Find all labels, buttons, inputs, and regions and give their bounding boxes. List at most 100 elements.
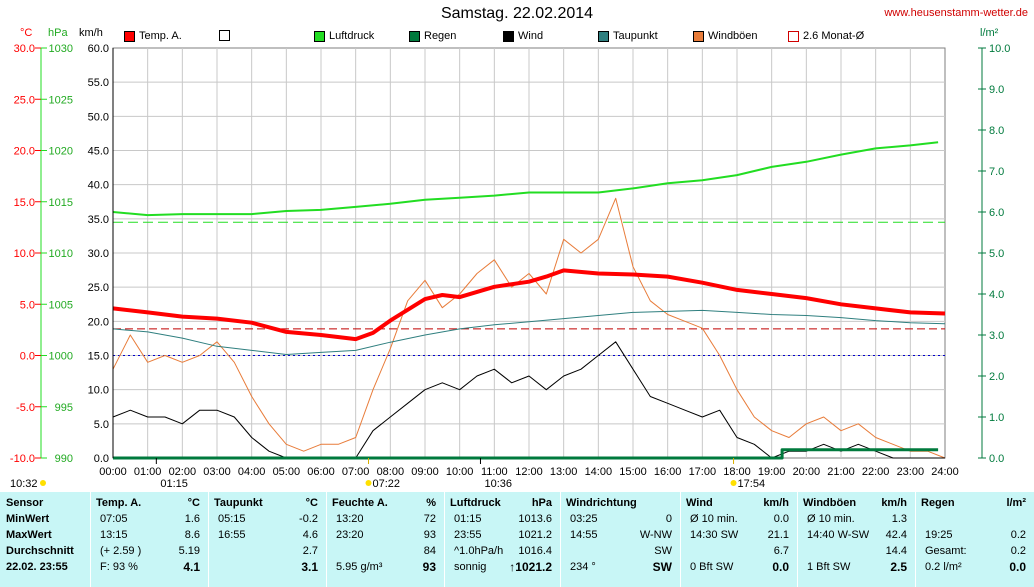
rain-tick-label: 8.0 [989,125,1004,137]
stats-cell-value: 3.1 [301,560,318,574]
temp-tick-label: 15.0 [14,197,35,209]
stats-cell-value: 6.7 [773,545,789,557]
stats-cell-label: 14:40 W-SW [807,529,870,541]
wind-tick-label: 35.0 [88,214,109,226]
legend-label: Luftdruck [329,30,375,42]
legend-item: Regen [409,30,456,42]
temp-tick-label: -5.0 [16,402,35,414]
stats-col-unit: °C [187,497,200,509]
stats-cell-value: 8.6 [184,529,200,541]
stats-separator [680,492,681,587]
stats-cell-label: sonnig [454,561,487,573]
x-tick-label: 21:00 [827,466,855,478]
stats-cell-value: 0.2 [1010,529,1026,541]
x-tick-label: 04:00 [238,466,266,478]
stats-cell-value: 4.1 [183,560,200,574]
stats-cell-label: 0 Bft SW [690,561,734,573]
press-unit: hPa [48,27,68,39]
stats-cell-value: 0.0 [772,560,789,574]
legend-item: Luftdruck [314,30,374,42]
legend-swatch [124,30,135,42]
stats-cell-value: SW [652,560,672,574]
temp-unit: °C [20,27,33,39]
stats-cell-label: 234 ° [570,561,596,573]
stats-cell-label: 14:30 SW [690,529,739,541]
stats-col-unit: % [426,497,436,509]
stats-cell-value: 1013.6 [518,513,552,525]
series-taupunkt [112,309,946,355]
stats-cell-value: 93 [422,560,436,574]
legend-swatch [503,30,514,42]
legend-item: 2.6 Monat-Ø [788,30,864,42]
stats-cell-value: 5.19 [178,545,200,557]
stats-col-header: Taupunkt [214,497,263,509]
legend-item: Temp. A. [124,30,182,42]
x-tick-label: 23:00 [897,466,925,478]
stats-cell-value: 0.0 [773,513,789,525]
stats-cell-value: 21.1 [767,529,789,541]
stats-cell-value: ↑1021.2 [509,560,552,574]
series-regen [113,448,939,460]
stats-cell-label: 23:55 [454,529,482,541]
sun-icon [730,480,737,486]
press-tick-label: 1030 [49,43,73,55]
sunrise-marker: 07:22 [372,478,400,490]
stats-cell-value: 1016.4 [518,545,552,557]
stats-cell-value: 1.3 [891,513,907,525]
x-tick-label: 17:00 [689,466,717,478]
stats-cell-label: Ø 10 min. [690,513,738,525]
stats-cell-label: (+ 2.59 ) [100,545,142,557]
press-tick-label: 990 [55,453,73,465]
rain-tick-label: 0.0 [989,453,1004,465]
stats-cell-label: 05:15 [218,513,246,525]
legend-item: Windböen [693,30,758,42]
site-url[interactable]: www.heusenstamm-wetter.de [884,7,1028,19]
stats-col-unit: km/h [881,497,907,509]
wind-tick-label: 55.0 [88,77,109,89]
x-tick-label: 10:00 [446,466,474,478]
x-tick-label: 02:00 [169,466,197,478]
stats-cell-value: 0.0 [1009,560,1026,574]
temp-tick-label: 20.0 [14,146,35,158]
rain-tick-label: 1.0 [989,412,1004,424]
x-tick-label: 22:00 [862,466,890,478]
x-tick-label: 05:00 [273,466,301,478]
press-tick-label: 1000 [49,351,73,363]
rain-tick-label: 4.0 [989,289,1004,301]
stats-col-unit: l/m² [1006,497,1026,509]
stats-row-label: 22.02. 23:55 [6,561,68,573]
x-tick-label: 14:00 [585,466,613,478]
stats-separator [326,492,327,587]
x-tick-label: 00:00 [99,466,127,478]
stats-cell-label: F: 93 % [100,561,138,573]
stats-cell-label: 01:15 [454,513,482,525]
x-tick-label: 13:00 [550,466,578,478]
wind-tick-label: 50.0 [88,111,109,123]
rain-tick-label: 6.0 [989,207,1004,219]
x-tick-label: 03:00 [203,466,231,478]
legend-label: Regen [424,30,457,42]
x-tick-label: 15:00 [619,466,647,478]
x-tick-label: 20:00 [793,466,821,478]
stats-panel: Sensor MinWert MaxWert Durchschnitt 22.02. 2… [0,492,1034,587]
legend-item [219,30,234,41]
stats-cell-value: 72 [423,513,436,525]
stats-separator [797,492,798,587]
legend-label: Temp. A. [139,30,182,42]
x-tick-label: 18:00 [723,466,751,478]
x-tick-label: 09:00 [411,466,439,478]
stats-cell-value: 2.5 [890,560,907,574]
stats-cell-value: 0 [665,513,672,525]
stats-separator [915,492,916,587]
marker-1: 01:15 [160,478,188,490]
stats-cell-value: W-NW [639,529,672,541]
legend-item: Wind [503,30,543,42]
temp-tick-label: 5.0 [20,299,35,311]
stats-col-header: Regen [921,497,955,509]
press-tick-label: 1020 [49,146,73,158]
wind-tick-label: 15.0 [88,351,109,363]
chart-title: Samstag. 22.02.2014 [440,5,594,22]
stats-cell-label: 07:05 [100,513,128,525]
stats-row-label: Durchschnitt [6,545,74,557]
legend-swatch [598,30,609,42]
